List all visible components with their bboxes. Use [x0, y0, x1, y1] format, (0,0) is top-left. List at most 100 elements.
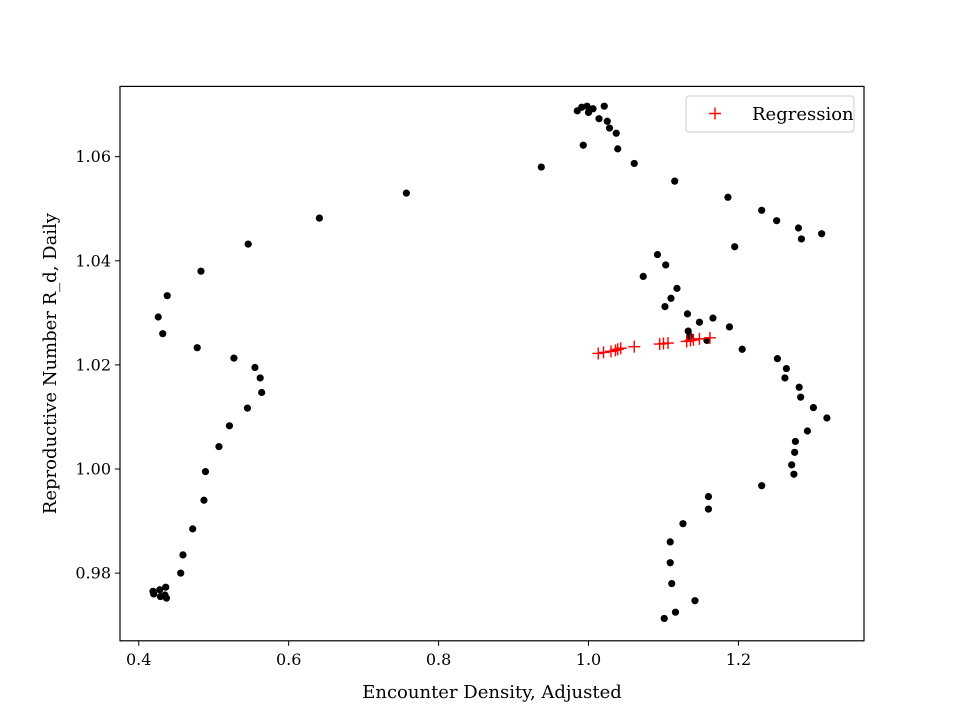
- data-point: [662, 261, 670, 269]
- data-points: [149, 102, 831, 623]
- data-point: [215, 443, 223, 451]
- data-point: [709, 314, 717, 322]
- data-point: [782, 364, 791, 373]
- legend-regression-marker: [709, 107, 721, 120]
- data-point: [162, 594, 171, 602]
- regression-point: [597, 346, 610, 359]
- data-point: [179, 551, 187, 559]
- data-point: [809, 403, 818, 412]
- data-point: [595, 115, 603, 123]
- data-point: [673, 284, 681, 292]
- data-point: [797, 235, 806, 243]
- y-tick-label: 1.04: [75, 251, 111, 270]
- data-point: [258, 388, 266, 397]
- data-point: [794, 224, 803, 232]
- regression-point: [687, 333, 700, 346]
- data-point: [791, 437, 800, 446]
- data-point: [795, 383, 803, 391]
- data-point: [660, 614, 668, 623]
- data-point: [781, 374, 789, 382]
- data-point: [201, 468, 210, 476]
- data-point: [661, 302, 669, 311]
- regression-point: [592, 347, 605, 360]
- y-tick-label: 1.02: [75, 355, 111, 374]
- data-point: [230, 354, 238, 362]
- data-point: [667, 294, 675, 302]
- data-point: [738, 345, 746, 353]
- data-point: [605, 124, 614, 132]
- data-point: [725, 323, 734, 331]
- data-point: [193, 344, 201, 352]
- data-point: [402, 189, 410, 197]
- data-point: [791, 448, 799, 456]
- data-point: [177, 569, 185, 577]
- data-point: [189, 525, 197, 533]
- data-point: [683, 310, 692, 318]
- legend-plus-marker: [709, 107, 721, 120]
- x-tick-label: 1.0: [576, 650, 601, 669]
- data-point: [758, 482, 766, 490]
- data-point: [797, 393, 805, 401]
- data-point: [156, 586, 164, 594]
- data-point: [823, 414, 831, 422]
- regression-point: [693, 332, 706, 345]
- regression-point: [661, 337, 674, 350]
- data-point: [589, 105, 597, 113]
- x-tick-label: 1.2: [726, 650, 751, 669]
- data-point: [630, 159, 638, 168]
- regression-point: [611, 343, 624, 356]
- data-point: [704, 505, 713, 513]
- data-point: [612, 129, 620, 137]
- data-point: [159, 330, 167, 338]
- y-axis-label: Reproductive Number R_d, Daily: [40, 212, 61, 514]
- data-point: [691, 597, 699, 605]
- data-point: [603, 117, 611, 125]
- tick-group: 0.4 0.6 0.8 1.0 1.2 0.98 1.00 1.02 1.04 1.06: [75, 147, 751, 669]
- data-point: [773, 355, 782, 363]
- data-point: [251, 363, 259, 372]
- data-point: [818, 230, 826, 238]
- data-point: [653, 250, 662, 259]
- data-point: [162, 583, 170, 591]
- data-point: [244, 240, 252, 248]
- data-point: [150, 590, 158, 598]
- data-point: [154, 313, 162, 321]
- regression-point: [609, 344, 622, 357]
- regression-point: [614, 342, 627, 355]
- x-tick-label: 0.4: [126, 650, 151, 669]
- legend-regression-label: Regression: [752, 104, 854, 125]
- legend-box: [685, 95, 855, 133]
- x-tick-label: 0.6: [276, 650, 301, 669]
- data-point: [788, 461, 796, 469]
- data-point: [197, 267, 205, 275]
- data-point: [256, 374, 264, 382]
- data-point: [225, 422, 234, 430]
- x-axis-label: Encounter Density, Adjusted: [362, 682, 622, 703]
- data-point: [600, 102, 608, 110]
- data-point: [579, 141, 587, 149]
- data-point: [666, 538, 674, 546]
- data-point: [724, 193, 732, 201]
- data-point: [758, 206, 766, 214]
- y-tick-label: 0.98: [75, 564, 111, 583]
- data-point: [704, 493, 713, 501]
- y-tick-label: 1.00: [75, 460, 111, 479]
- x-tick-label: 0.8: [426, 650, 451, 669]
- y-tick-label: 1.06: [75, 147, 111, 166]
- data-point: [671, 608, 680, 616]
- data-point: [686, 332, 694, 340]
- data-point: [731, 243, 739, 251]
- data-point: [679, 520, 687, 528]
- data-point: [790, 470, 798, 478]
- data-point: [773, 217, 781, 225]
- data-point: [614, 145, 622, 153]
- data-point: [163, 292, 171, 300]
- data-point: [243, 404, 252, 412]
- regression-point: [628, 340, 641, 353]
- data-point: [695, 318, 704, 326]
- plot-frame: [119, 85, 865, 642]
- data-point: [200, 496, 208, 504]
- data-point: [639, 272, 647, 281]
- data-point: [671, 177, 679, 185]
